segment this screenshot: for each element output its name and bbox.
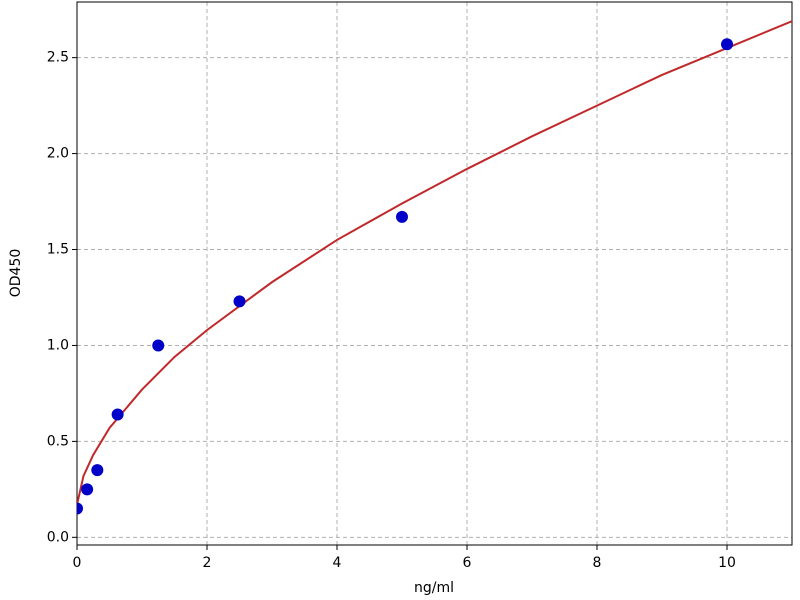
fit-curve — [77, 20, 792, 505]
y-tick-label: 1.0 — [47, 337, 69, 353]
data-point — [81, 483, 94, 496]
x-tick-label: 4 — [333, 555, 342, 571]
y-tick-label: 2.5 — [47, 50, 69, 66]
data-point — [91, 464, 104, 477]
plot-frame — [76, 1, 793, 546]
data-point — [396, 210, 408, 223]
x-tick-label: 0 — [73, 555, 82, 571]
data-point — [77, 502, 83, 515]
x-tick-label: 6 — [463, 555, 472, 571]
plot-area — [77, 20, 792, 515]
data-point — [721, 38, 733, 51]
y-tick-label: 2.0 — [47, 146, 69, 162]
x-tick-label: 8 — [593, 555, 602, 571]
y-tick-label: 1.5 — [47, 242, 69, 258]
x-axis-label: ng/ml — [414, 580, 454, 596]
y-tick-label: 0.0 — [47, 529, 69, 545]
y-axis-label: OD450 — [8, 249, 24, 298]
y-tick-label: 0.5 — [47, 433, 69, 449]
data-point — [152, 339, 165, 352]
x-tick-label: 2 — [203, 555, 212, 571]
data-point — [111, 408, 124, 421]
x-tick-label: 10 — [718, 555, 736, 571]
data-point — [233, 295, 246, 308]
